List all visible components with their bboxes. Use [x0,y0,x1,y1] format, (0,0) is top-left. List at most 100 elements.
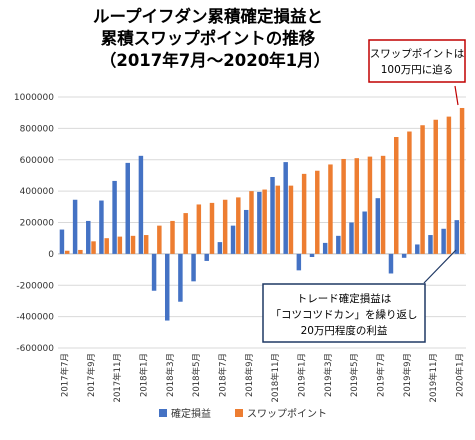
bar-realized-pnl [428,235,433,254]
bar-swap-points [170,220,175,254]
bar-swap-points [117,236,123,254]
bar-swap-points [328,164,333,254]
x-tick-label: 2018年11月 [270,353,281,402]
bar-realized-pnl [151,253,157,291]
bar-realized-pnl [336,235,341,254]
bar-realized-pnl [59,229,65,254]
callout-realized-pnl: トレード確定損益は 「コツコツドカン」を繰り返し 20万円程度の利益 [262,249,457,343]
y-tick-label: -600000 [16,344,54,354]
bar-realized-pnl [230,225,236,254]
bar-realized-pnl [257,191,262,254]
callout-swap-arrow [454,85,459,106]
y-tick-label: -200000 [16,281,54,291]
x-tick-label: 2019年7月 [375,353,386,397]
bar-realized-pnl [441,228,446,254]
bar-realized-pnl [112,180,117,254]
legend: 確定損益 スワップポイント [159,407,327,420]
x-tick-label: 2017年11月 [112,353,123,402]
bar-realized-pnl [309,253,315,258]
y-tick-label: 400000 [20,187,55,197]
bar-realized-pnl [217,242,223,254]
chart-title: ループイフダン累積確定損益と 累積スワップポイントの推移 （2017年7月～20… [93,6,330,70]
y-tick-label: 800000 [20,124,55,134]
bar-swap-points [249,191,254,254]
bar-realized-pnl [138,155,144,254]
callout-pnl-arrow [423,249,457,284]
bar-swap-points [433,119,438,254]
bar-realized-pnl [86,220,91,254]
bar-realized-pnl [191,253,196,282]
bar-realized-pnl [99,200,104,254]
title-line-3: （2017年7月～2020年1月） [100,50,330,70]
bar-swap-points [143,235,149,254]
bar-swap-points [236,197,241,254]
bar-swap-points [407,131,412,254]
bar-realized-pnl [164,253,170,321]
x-tick-label: 2019年11月 [428,353,439,402]
x-tick-label: 2018年7月 [218,353,229,397]
bar-swap-points [262,189,267,254]
x-tick-label: 2019年5月 [349,353,360,397]
bar-swap-points [341,158,346,254]
bar-realized-pnl [401,253,407,258]
bar-realized-pnl [362,211,367,254]
x-tick-label: 2019年3月 [323,353,334,397]
legend-swatch-swap-points [235,409,243,417]
y-tick-label: 0 [48,250,54,260]
bar-swap-points [288,185,294,254]
callout-pnl-line-3: 20万円程度の利益 [301,324,388,337]
x-tick-label: 2018年9月 [244,353,255,397]
callout-pnl-box [262,283,426,343]
bar-swap-points [130,235,136,254]
callout-swap-line-2: 100万円に迫る [381,63,454,76]
x-tick-label: 2017年9月 [86,353,97,397]
bar-realized-pnl [415,244,420,254]
x-axis: 2017年7月 2017年9月 2017年11月 2018年1月 2018年3月 2018… [60,353,466,402]
legend-label-swap-points: スワップポイント [247,408,327,420]
bar-swap-points [354,158,360,254]
bar-realized-pnl [296,253,302,271]
bar-swap-points [301,173,307,254]
bar-swap-points [104,238,109,254]
y-tick-label: -400000 [16,313,54,323]
bar-realized-pnl [270,177,275,254]
bar-swap-points [209,202,215,254]
bar-swap-points [275,185,281,254]
legend-swatch-realized-pnl [159,409,167,417]
bar-swap-points [78,249,83,254]
bar-realized-pnl [125,162,130,254]
bar-realized-pnl [243,209,249,254]
bar-realized-pnl [283,162,288,254]
bar-swap-points [446,116,452,254]
title-line-1: ループイフダン累積確定損益と [93,6,323,26]
callout-pnl-line-1: トレード確定損益は [297,292,392,305]
y-tick-label: 1000000 [14,93,54,103]
legend-label-realized-pnl: 確定損益 [171,407,211,420]
x-tick-label: 2019年9月 [402,353,413,397]
title-line-2: 累積スワップポイントの推移 [101,28,316,48]
x-tick-label: 2018年5月 [191,353,202,397]
bars [59,107,465,321]
bar-realized-pnl [349,222,354,254]
bar-swap-points [394,137,399,254]
bar-swap-points [91,241,96,254]
bar-swap-points [459,107,465,254]
callout-swap-points: スワップポイントは 100万円に迫る [368,39,466,106]
bar-realized-pnl [454,220,460,254]
bar-swap-points [222,199,228,254]
callout-pnl-line-2: 「コツコツドカン」を繰り返し [271,308,418,321]
y-tick-label: 600000 [20,156,55,166]
bar-realized-pnl [204,253,209,261]
bar-swap-points [183,213,188,254]
callout-swap-box [368,39,466,83]
x-tick-label: 2018年3月 [165,353,176,397]
y-axis: -600000 -400000 -200000 0 200000 400000 600000… [14,93,54,354]
y-tick-label: 200000 [20,219,55,229]
bar-swap-points [196,204,202,254]
x-tick-label: 2019年1月 [296,353,307,397]
bar-swap-points [315,170,320,254]
x-tick-label: 2018年1月 [139,353,150,397]
bar-realized-pnl [375,198,381,254]
bar-swap-points [64,250,70,254]
